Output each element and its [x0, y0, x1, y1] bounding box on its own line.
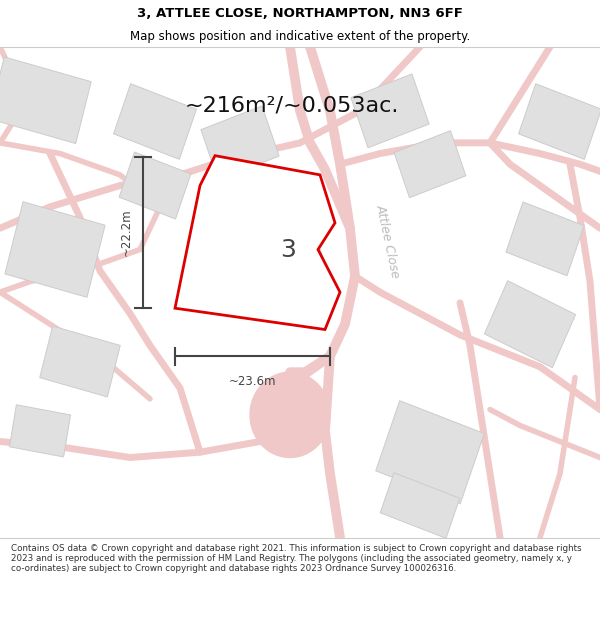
Polygon shape [175, 156, 340, 329]
Polygon shape [394, 131, 466, 198]
Polygon shape [0, 57, 91, 144]
Text: 3, ATTLEE CLOSE, NORTHAMPTON, NN3 6FF: 3, ATTLEE CLOSE, NORTHAMPTON, NN3 6FF [137, 7, 463, 19]
Polygon shape [5, 202, 105, 298]
Polygon shape [113, 84, 196, 159]
Polygon shape [376, 401, 484, 504]
Polygon shape [484, 281, 575, 368]
Polygon shape [268, 246, 332, 306]
Text: Contains OS data © Crown copyright and database right 2021. This information is : Contains OS data © Crown copyright and d… [11, 544, 581, 573]
Polygon shape [250, 372, 330, 458]
Polygon shape [380, 472, 460, 538]
Polygon shape [249, 173, 321, 241]
Text: 3: 3 [281, 239, 296, 262]
Text: Attlee Close: Attlee Close [374, 202, 402, 279]
Text: ~23.6m: ~23.6m [229, 376, 276, 388]
Polygon shape [518, 84, 600, 159]
Polygon shape [351, 74, 429, 148]
Polygon shape [10, 405, 71, 457]
Polygon shape [506, 202, 584, 276]
Text: ~22.2m: ~22.2m [120, 209, 133, 256]
Polygon shape [40, 326, 120, 397]
Polygon shape [119, 152, 191, 219]
Text: ~216m²/~0.053ac.: ~216m²/~0.053ac. [185, 96, 400, 116]
Polygon shape [201, 106, 279, 180]
Text: Map shows position and indicative extent of the property.: Map shows position and indicative extent… [130, 30, 470, 43]
